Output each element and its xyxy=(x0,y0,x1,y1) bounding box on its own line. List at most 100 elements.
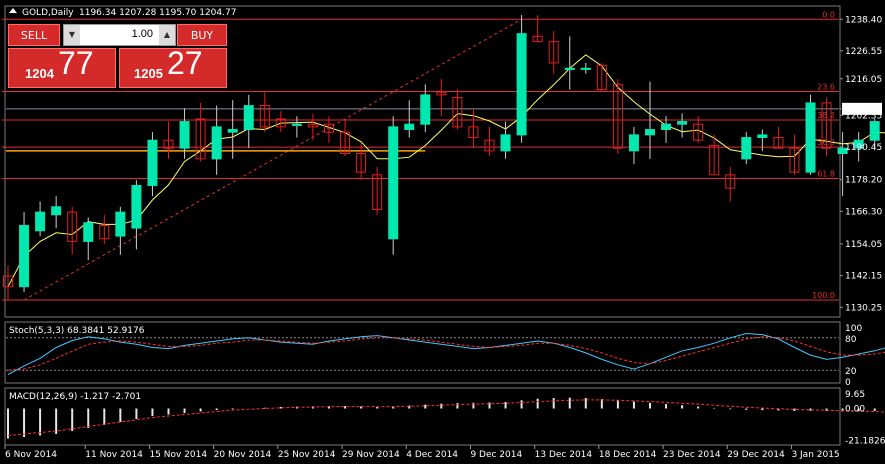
buy-price-small: 1205 xyxy=(134,66,163,81)
candle-body xyxy=(661,123,672,131)
candle-body xyxy=(564,67,575,70)
candle xyxy=(307,113,318,141)
candle-body xyxy=(275,118,286,128)
macd-tick-label: 9.65 xyxy=(845,390,865,400)
candle-body xyxy=(725,174,736,189)
candle-body xyxy=(227,129,238,133)
candle-body xyxy=(115,211,126,237)
stoch-main-line xyxy=(7,332,885,375)
candle-body xyxy=(709,145,720,176)
candle xyxy=(725,166,736,202)
time-tick-label: 18 Dec 2014 xyxy=(599,450,657,460)
time-tick-label: 25 Nov 2014 xyxy=(278,450,336,460)
candle-body xyxy=(291,123,302,126)
candle xyxy=(436,78,447,117)
macd-tick-label: 0.00 xyxy=(845,405,865,415)
time-tick-label: 29 Nov 2014 xyxy=(342,450,400,460)
time-tick-label: 13 Dec 2014 xyxy=(535,450,593,460)
candle xyxy=(500,121,511,159)
candle xyxy=(356,142,367,181)
time-tick-label: 6 Nov 2014 xyxy=(5,450,57,460)
macd-title: MACD(12,26,9) -1.217 -2.701 xyxy=(9,392,141,402)
candle-body xyxy=(420,94,431,125)
candle-body xyxy=(532,35,543,43)
time-tick-label: 9 Dec 2014 xyxy=(470,450,522,460)
time-tick-label: 4 Dec 2014 xyxy=(406,450,458,460)
candle-body xyxy=(404,123,415,131)
candle xyxy=(564,36,575,90)
lot-size-stepper[interactable]: ▼ 1.00 ▲ xyxy=(63,24,176,46)
candle xyxy=(131,180,142,250)
candle xyxy=(612,78,623,154)
moving-average-line xyxy=(7,54,885,287)
candle-body xyxy=(837,147,848,155)
time-tick-label: 11 Nov 2014 xyxy=(85,450,143,460)
candle-body xyxy=(548,41,559,64)
candle xyxy=(693,116,704,143)
candle xyxy=(275,110,286,133)
candle xyxy=(99,214,110,245)
price-tick-label: 1190.45 xyxy=(845,143,882,153)
candle xyxy=(532,14,543,43)
fib-trend-line xyxy=(23,18,522,301)
candle xyxy=(821,97,832,157)
stoch-title: Stoch(5,3,3) 68.3841 52.9176 xyxy=(9,326,145,336)
candle xyxy=(259,92,270,133)
price-tick-label: 1216.05 xyxy=(845,75,882,85)
candle-body xyxy=(51,206,62,216)
candle-body xyxy=(484,139,495,152)
time-tick-label: 20 Nov 2014 xyxy=(214,450,272,460)
candle xyxy=(789,134,800,175)
candle xyxy=(195,102,206,162)
candle xyxy=(372,166,383,215)
buy-price-big: 27 xyxy=(167,45,203,81)
sell-button[interactable]: SELL xyxy=(8,24,60,46)
lot-increase-icon[interactable]: ▲ xyxy=(159,25,175,45)
candle xyxy=(115,206,126,255)
lot-decrease-icon[interactable]: ▼ xyxy=(64,25,80,45)
current-price-tag-label: 1204.77 xyxy=(845,106,882,116)
buy-button[interactable]: BUY xyxy=(177,24,227,46)
candle xyxy=(227,100,238,159)
time-tick-label: 23 Dec 2014 xyxy=(663,450,721,460)
candle xyxy=(51,196,62,229)
candle xyxy=(404,100,415,138)
sell-price-big: 77 xyxy=(58,45,94,81)
candle-body xyxy=(259,105,270,128)
price-tick-label: 1226.55 xyxy=(845,47,882,57)
candle-body xyxy=(340,131,351,155)
lot-size-value[interactable]: 1.00 xyxy=(131,28,153,40)
fib-level-label: 100.0 xyxy=(812,291,835,300)
candle xyxy=(468,108,479,149)
candle-body xyxy=(19,224,30,288)
candle-body xyxy=(3,275,13,288)
candle-body xyxy=(179,121,190,149)
candle xyxy=(340,118,351,157)
candle-body xyxy=(131,184,142,229)
candle-body xyxy=(596,65,607,91)
candle-body xyxy=(388,126,399,240)
price-tick-label: 1202.35 xyxy=(845,111,882,121)
collapse-arrow-icon[interactable] xyxy=(9,8,17,13)
candle xyxy=(484,126,495,157)
candle-body xyxy=(741,137,752,160)
price-tick-label: 1178.20 xyxy=(845,176,882,186)
ohlc-values: 1196.34 1207.28 1195.70 1204.77 xyxy=(79,8,236,18)
candle xyxy=(324,116,334,143)
trade-panel: SELL ▼ 1.00 ▲ BUY 1204 77 1205 27 xyxy=(8,24,227,88)
candle xyxy=(163,121,174,159)
symbol-title: GOLD,Daily xyxy=(22,8,74,18)
candle-body xyxy=(645,129,655,136)
candle xyxy=(420,84,431,133)
stoch-tick-label: 100 xyxy=(845,324,862,334)
candle xyxy=(709,134,720,176)
candle xyxy=(19,212,30,293)
sell-price-box[interactable]: 1204 77 xyxy=(8,45,116,88)
time-tick-label: 29 Dec 2014 xyxy=(727,450,785,460)
buy-price-box[interactable]: 1205 27 xyxy=(119,45,227,88)
candle xyxy=(147,132,158,197)
price-tick-label: 1238.40 xyxy=(845,15,882,25)
time-tick-label: 15 Nov 2014 xyxy=(149,450,207,460)
